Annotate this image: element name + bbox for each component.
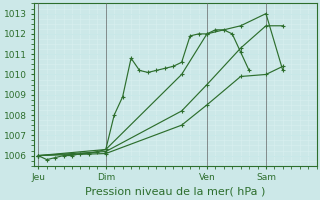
X-axis label: Pression niveau de la mer( hPa ): Pression niveau de la mer( hPa ) xyxy=(85,187,266,197)
